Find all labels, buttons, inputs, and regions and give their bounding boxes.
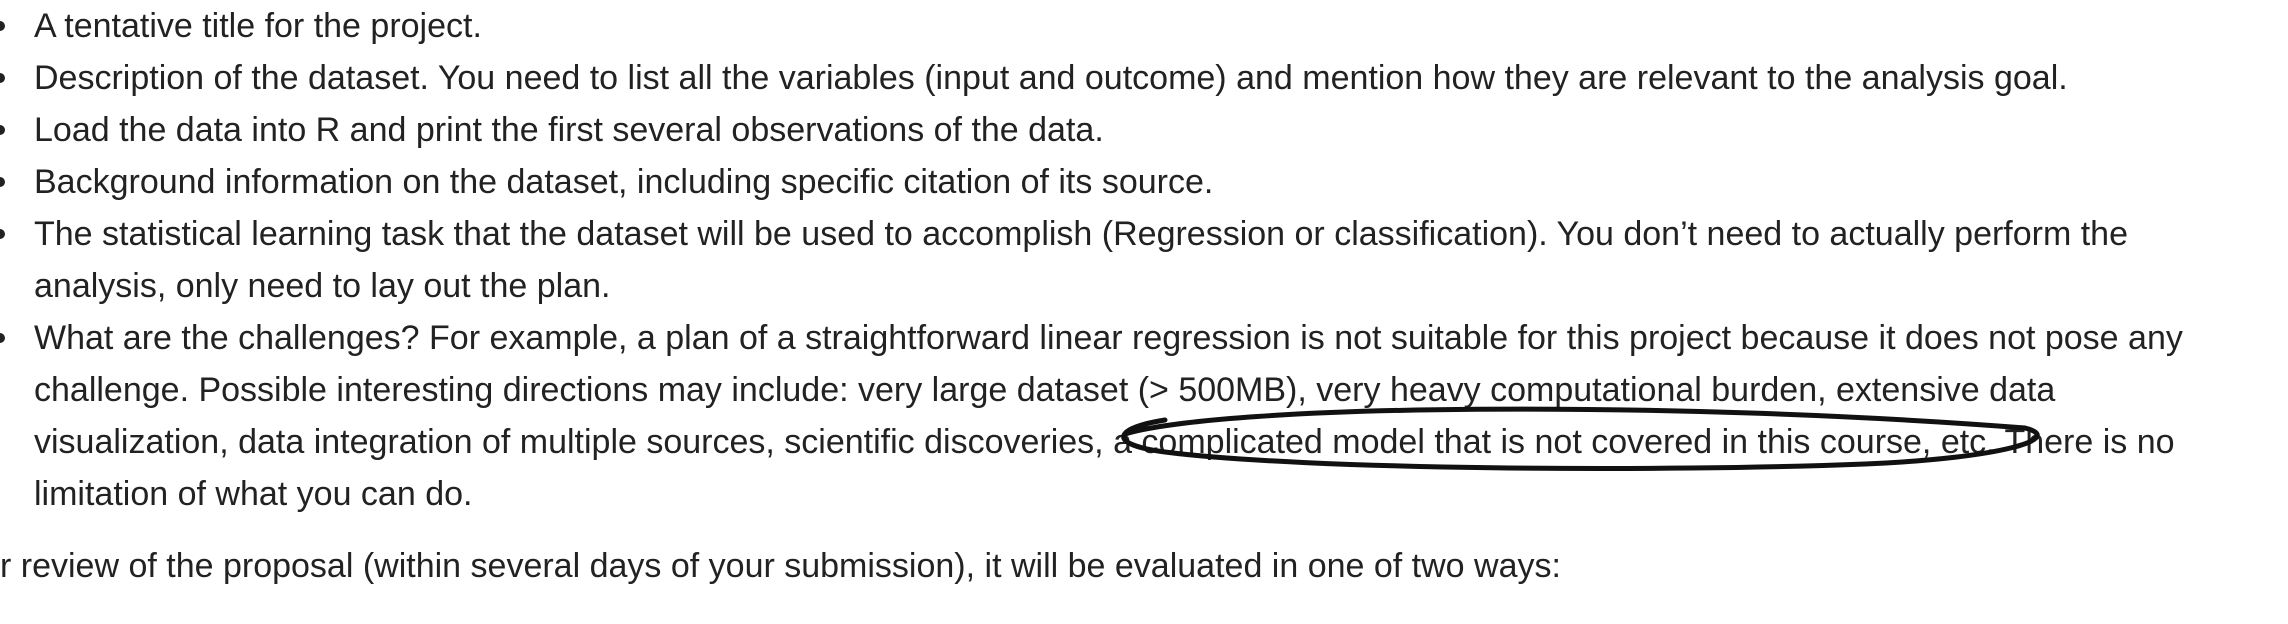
bullet-icon bbox=[0, 333, 5, 343]
list-item: Description of the dataset. You need to … bbox=[0, 52, 2230, 104]
bullet-icon bbox=[0, 229, 5, 239]
list-item: A tentative title for the project. bbox=[0, 0, 2230, 52]
trailing-paragraph: r review of the proposal (within several… bbox=[0, 547, 1561, 585]
list-item: The statistical learning task that the d… bbox=[0, 208, 2230, 312]
list-item-text: The statistical learning task that the d… bbox=[34, 215, 2129, 305]
bullet-icon bbox=[0, 177, 5, 187]
list-item: Load the data into R and print the first… bbox=[0, 104, 2230, 156]
bullet-icon bbox=[0, 73, 5, 83]
list-item: What are the challenges? For example, a … bbox=[0, 312, 2230, 520]
list-item-text: A tentative title for the project. bbox=[34, 7, 482, 45]
list-item-text: What are the challenges? For example, a … bbox=[34, 319, 2183, 513]
list-item-text: Background information on the dataset, i… bbox=[34, 163, 1214, 201]
bullet-icon bbox=[0, 21, 5, 31]
requirements-list: A tentative title for the project. Descr… bbox=[0, 0, 2230, 520]
list-item-text: Load the data into R and print the first… bbox=[34, 111, 1104, 149]
list-item-text: Description of the dataset. You need to … bbox=[34, 59, 2068, 97]
list-item: Background information on the dataset, i… bbox=[0, 156, 2230, 208]
bullet-icon bbox=[0, 125, 5, 135]
